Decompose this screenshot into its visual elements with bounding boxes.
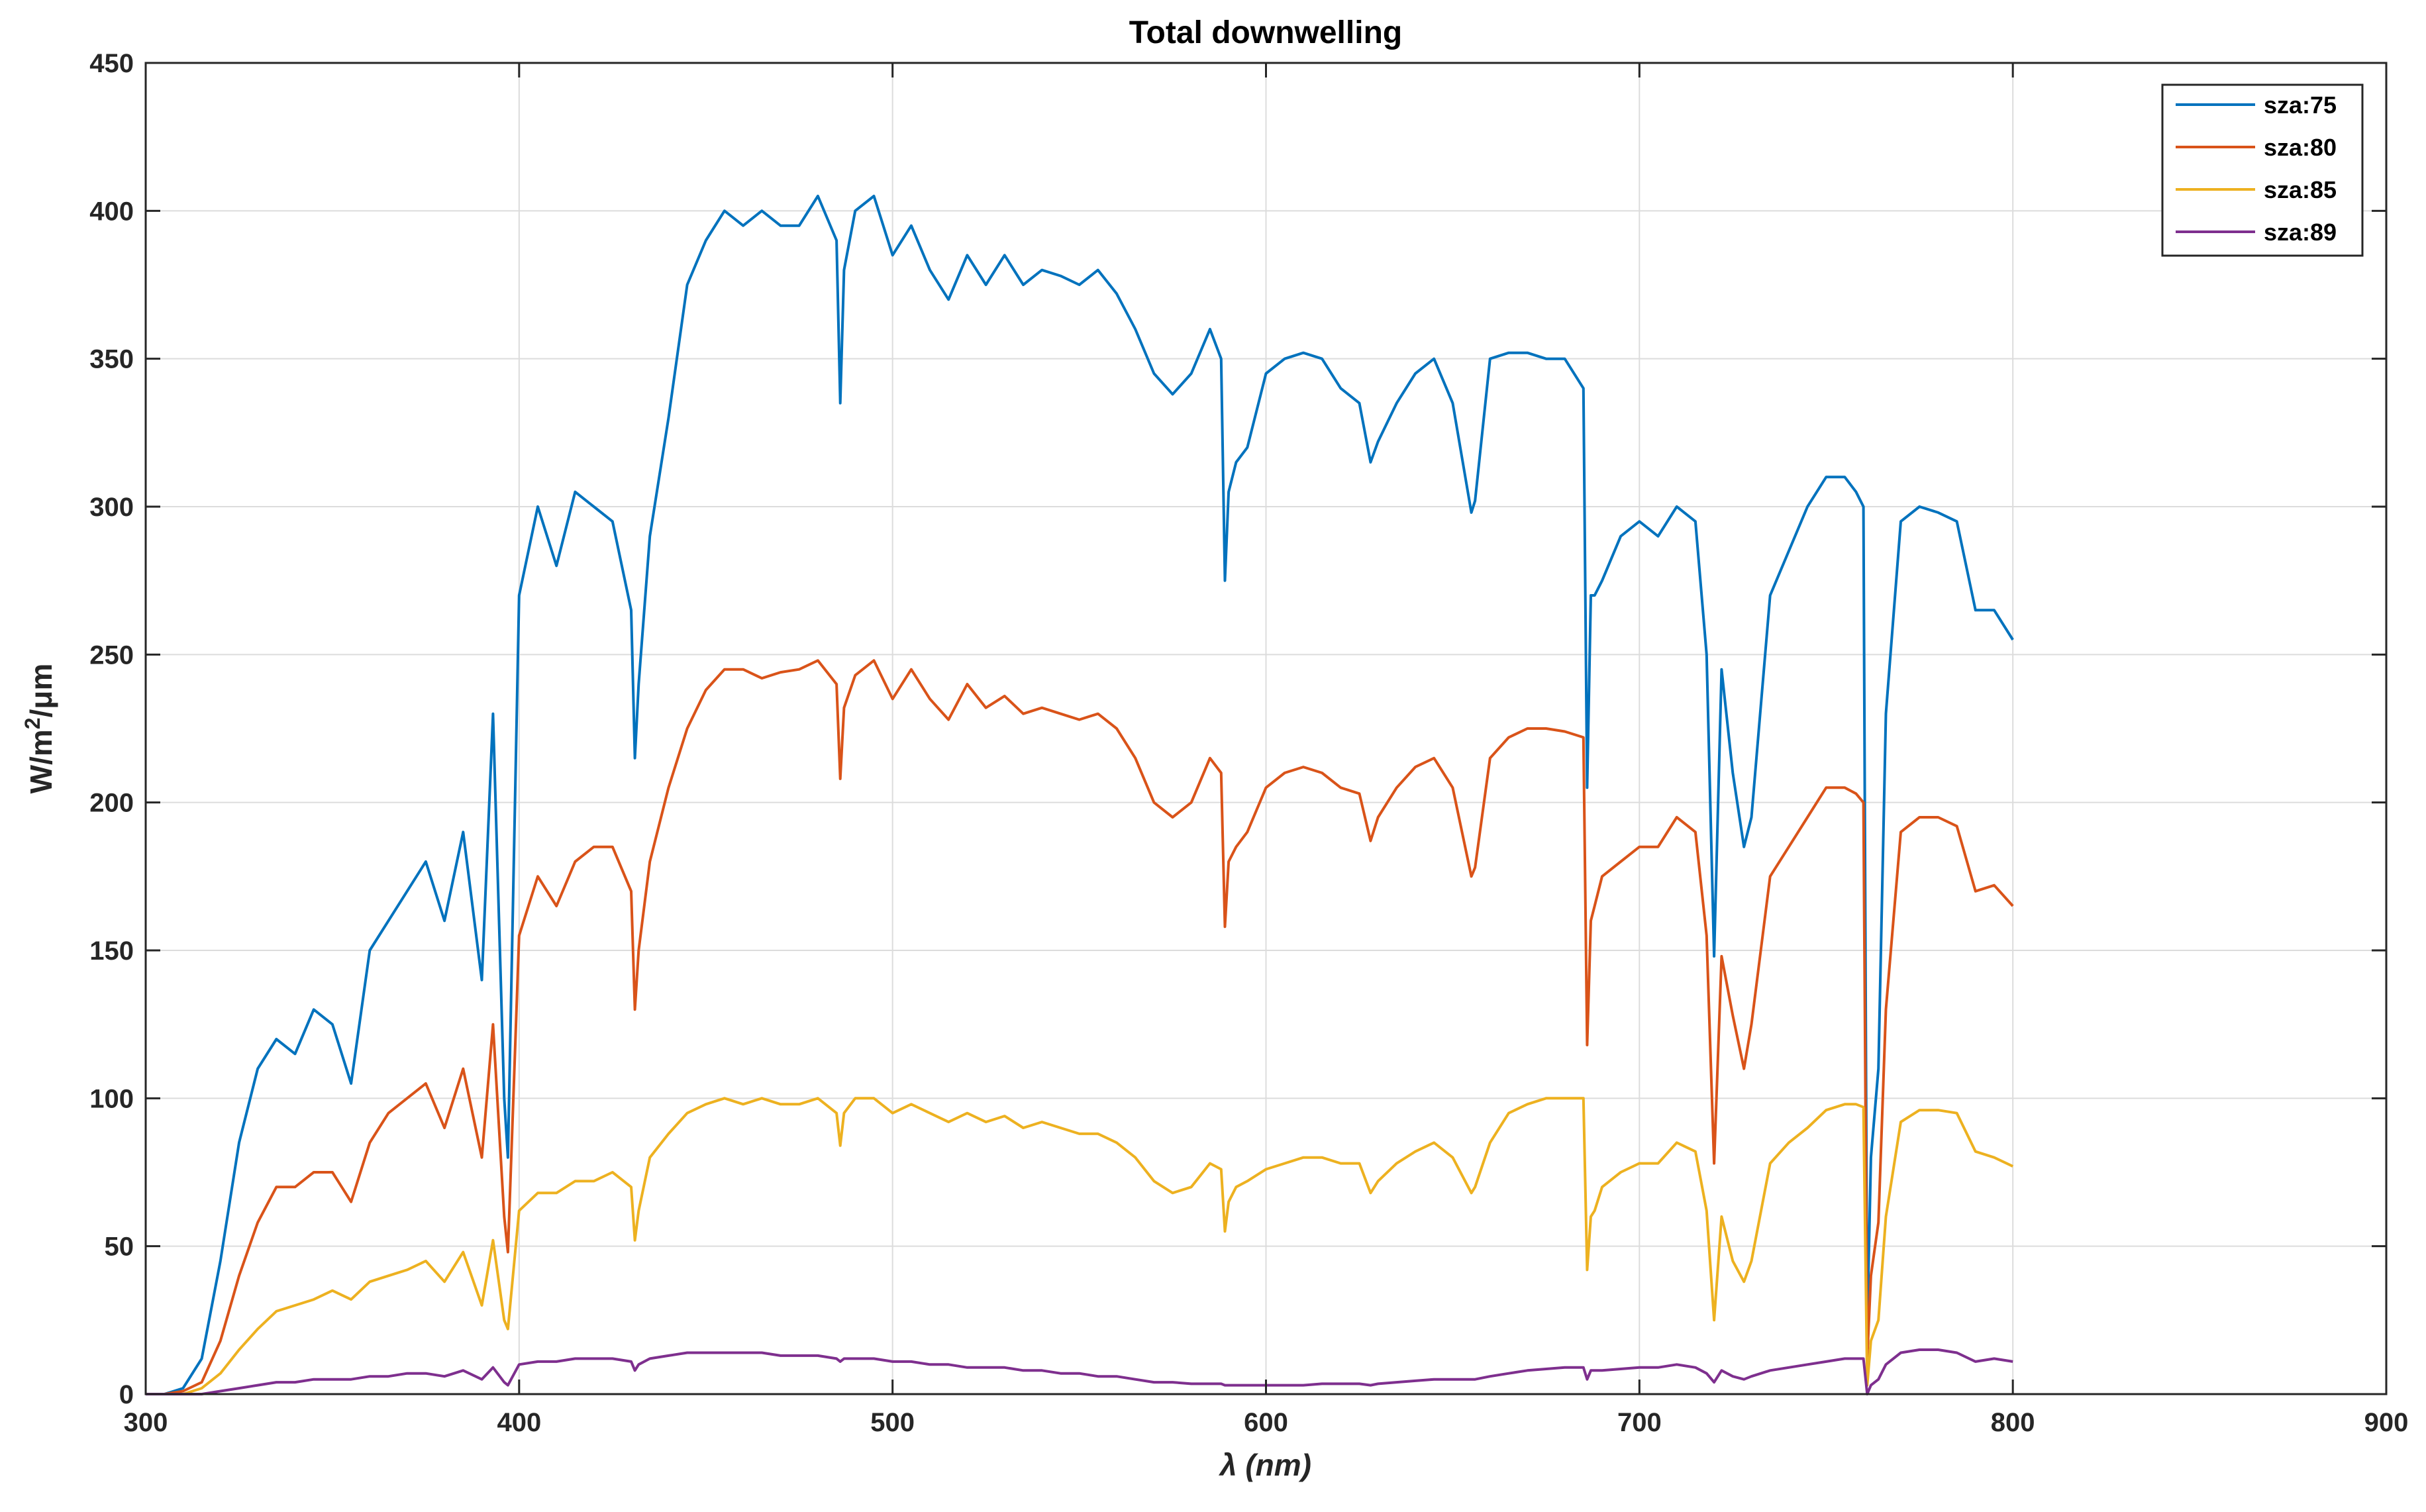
- y-axis-ticks: 0 50 100 150 200 250 300 350 400 450: [89, 49, 2386, 1409]
- y-tick-label: 400: [89, 197, 134, 226]
- x-tick-label: 700: [1617, 1408, 1662, 1437]
- y-axis-title-tail: /μm: [24, 664, 58, 718]
- series-line-sza-75: [146, 195, 2014, 1395]
- y-axis-title-superscript: 2: [21, 717, 44, 729]
- y-tick-label: 450: [89, 49, 134, 78]
- legend-label: sza:80: [2264, 134, 2337, 161]
- series-group: [146, 195, 2014, 1395]
- chart-title: Total downwelling: [1129, 15, 1402, 50]
- series-line-sza-80: [146, 659, 2014, 1395]
- series-line-sza-89: [146, 1348, 2013, 1395]
- legend-label: sza:85: [2264, 176, 2337, 203]
- y-tick-label: 300: [89, 493, 134, 522]
- series-line-sza-85: [146, 1097, 2014, 1395]
- x-tick-label: 500: [870, 1408, 915, 1437]
- y-axis-title-base: W/m: [24, 729, 58, 793]
- x-axis-ticks: 300 400 500 600 700 800 900: [124, 63, 2409, 1437]
- legend: sza:75 sza:80 sza:85 sza:89: [2161, 83, 2364, 257]
- y-tick-label: 250: [89, 640, 134, 670]
- y-tick-label: 200: [89, 789, 134, 818]
- y-tick-label: 100: [89, 1084, 134, 1113]
- x-tick-label: 600: [1244, 1408, 1288, 1437]
- x-tick-label: 400: [497, 1408, 541, 1437]
- legend-box: [2161, 83, 2364, 257]
- x-axis-title: λ (nm): [1218, 1448, 1311, 1482]
- y-tick-label: 50: [105, 1233, 134, 1262]
- x-tick-label: 900: [2364, 1408, 2409, 1437]
- legend-label: sza:89: [2264, 219, 2337, 246]
- y-tick-label: 150: [89, 936, 134, 966]
- y-tick-label: 350: [89, 345, 134, 374]
- x-tick-label: 300: [124, 1408, 168, 1437]
- y-tick-label: 0: [119, 1380, 134, 1409]
- legend-label: sza:75: [2264, 91, 2337, 119]
- y-axis-title: W/m2/μm: [21, 664, 58, 794]
- x-tick-label: 800: [1991, 1408, 2035, 1437]
